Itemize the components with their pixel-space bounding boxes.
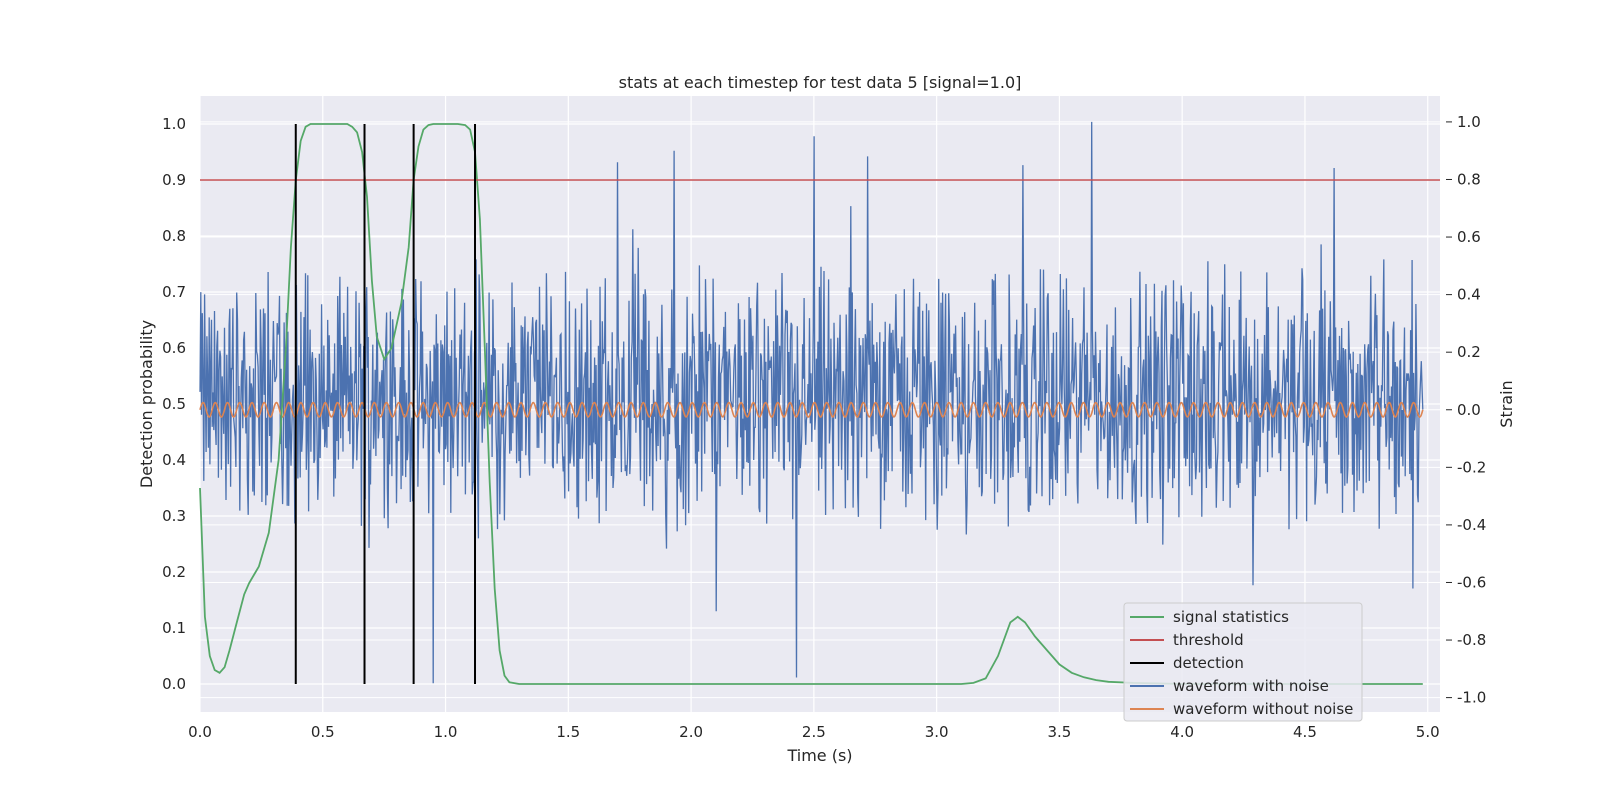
x-tick-label: 4.5 <box>1293 723 1317 741</box>
y-tick-label: 0.1 <box>162 619 186 637</box>
x-tick-label: 5.0 <box>1416 723 1440 741</box>
legend-label-threshold: threshold <box>1173 631 1244 649</box>
y2-tick-label: -0.6 <box>1457 573 1486 591</box>
legend-label-waveform-without-noise: waveform without noise <box>1173 700 1353 718</box>
x-tick-label: 0.5 <box>311 723 335 741</box>
y2-tick-label: 1.0 <box>1457 113 1481 131</box>
x-tick-label: 3.0 <box>925 723 949 741</box>
y2-tick-label: 0.6 <box>1457 228 1481 246</box>
y2-tick-label: -0.4 <box>1457 516 1486 534</box>
x-tick-label: 1.0 <box>434 723 458 741</box>
y-tick-label: 0.9 <box>162 171 186 189</box>
tick-labels: 0.0 0.5 1.0 1.5 2.0 2.5 3.0 3.5 4.0 4.5 5.0 0.0 0.1 0… <box>162 113 1486 741</box>
detection-layer <box>294 124 477 684</box>
y2-axis-label: Strain <box>1497 380 1516 427</box>
legend-label-detection: detection <box>1173 654 1244 672</box>
y-tick-label: 1.0 <box>162 115 186 133</box>
y2-tick-label: -0.8 <box>1457 631 1486 649</box>
y2-tick-label: 0.2 <box>1457 343 1481 361</box>
y-tick-label: 0.3 <box>162 507 186 525</box>
y-axis-label: Detection probability <box>137 320 156 488</box>
x-tick-label: 3.5 <box>1047 723 1071 741</box>
legend-label-waveform-with-noise: waveform with noise <box>1173 677 1329 695</box>
y2-tick-label: -1.0 <box>1457 689 1486 707</box>
legend-box <box>1123 602 1363 722</box>
signal-statistics-line <box>199 123 1423 685</box>
x-tick-label: 1.5 <box>556 723 580 741</box>
y-tick-label: 0.2 <box>162 563 186 581</box>
y-tick-label: 0.0 <box>162 675 186 693</box>
x-tick-label: 2.0 <box>679 723 703 741</box>
x-tick-label: 0.0 <box>188 723 212 741</box>
legend: signal statistics threshold detection wa… <box>1123 602 1363 722</box>
legend-label-signal-statistics: signal statistics <box>1173 608 1289 626</box>
x-axis-label: Time (s) <box>786 746 852 765</box>
x-tick-label: 2.5 <box>802 723 826 741</box>
y-tick-label: 0.8 <box>162 227 186 245</box>
y-tick-label: 0.4 <box>162 451 186 469</box>
waveform-without-noise-layer <box>199 401 1424 418</box>
signal-statistics-layer <box>199 123 1423 685</box>
x-tick-label: 4.0 <box>1170 723 1194 741</box>
y-tick-label: 0.7 <box>162 283 186 301</box>
y-tick-label: 0.6 <box>162 339 186 357</box>
waveform-without-noise-line <box>199 401 1424 418</box>
y-tick-label: 0.5 <box>162 395 186 413</box>
y2-tick-label: 0.8 <box>1457 170 1481 188</box>
chart-title: stats at each timestep for test data 5 [… <box>619 73 1022 92</box>
y2-tick-label: 0.4 <box>1457 286 1481 304</box>
y2-tick-label: 0.0 <box>1457 401 1481 419</box>
y2-tick-label: -0.2 <box>1457 458 1486 476</box>
